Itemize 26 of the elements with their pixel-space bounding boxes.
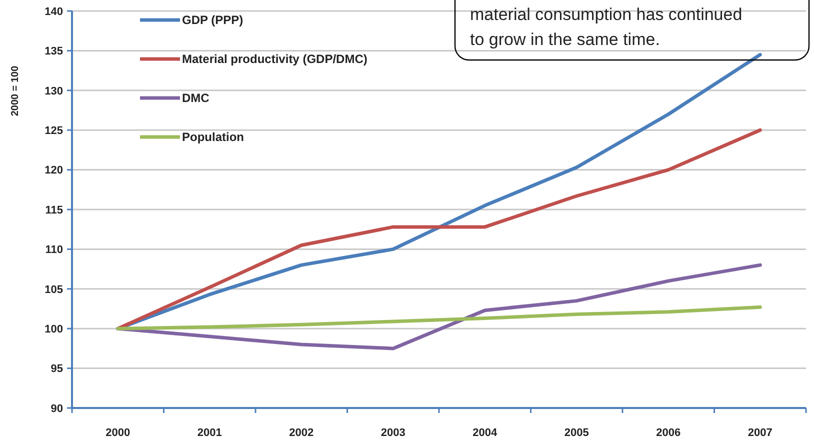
y-axis-title: 2000 = 100: [10, 65, 21, 116]
x-tick-label: 2003: [380, 427, 406, 439]
y-tick-label: 95: [50, 363, 63, 376]
x-tick-label: 2007: [748, 427, 772, 439]
y-tick-label: 115: [45, 204, 63, 216]
x-tick-label: 2004: [472, 427, 498, 439]
legend-label: DMC: [182, 91, 210, 106]
y-tick-label: 130: [44, 85, 63, 98]
y-tick-label: 90: [50, 402, 63, 415]
x-tick-label: 2005: [564, 427, 589, 439]
legend-label: GDP (PPP): [182, 13, 244, 28]
x-tick-label: 2001: [197, 427, 222, 439]
x-tick-label: 2000: [106, 427, 130, 439]
legend-label: Population: [182, 130, 244, 144]
line-series: [116, 305, 762, 330]
y-tick-label: 110: [45, 244, 63, 256]
y-tick-label: 135: [44, 46, 63, 58]
y-tick-label: 140: [44, 6, 63, 18]
y-tick-label: 105: [44, 284, 63, 296]
y-tick-label: 100: [44, 323, 63, 336]
legend-label: Material productivity (GDP/DMC): [182, 52, 368, 66]
annotation: material consumption has continued to grow in the same time.: [470, 5, 742, 49]
y-tick-label: 120: [44, 164, 63, 177]
x-tick-label: 2002: [289, 427, 314, 439]
x-tick-label: 2006: [656, 427, 681, 439]
y-tick-label: 125: [44, 124, 63, 137]
